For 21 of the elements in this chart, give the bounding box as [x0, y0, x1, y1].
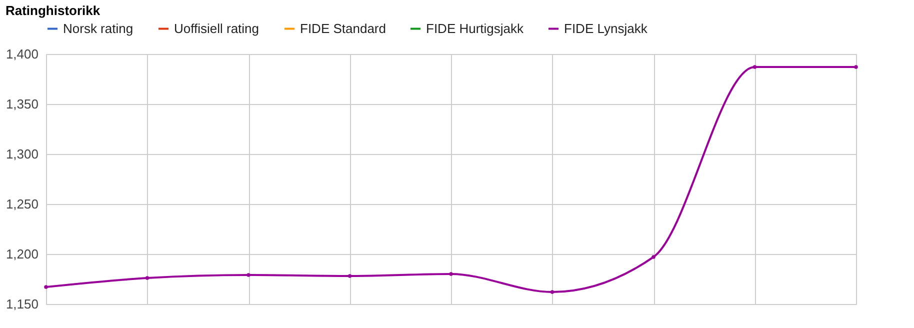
- point: [652, 255, 656, 259]
- y-tick-label: 1,250: [6, 196, 38, 212]
- point: [246, 273, 250, 277]
- point: [348, 274, 352, 278]
- legend-label: FIDE Lynsjakk: [564, 20, 648, 36]
- legend-label: FIDE Hurtigsjakk: [426, 20, 524, 36]
- point: [449, 272, 453, 276]
- y-tick-label: 1,300: [6, 146, 38, 162]
- y-tick-label: 1,350: [6, 96, 38, 112]
- legend-label: FIDE Standard: [300, 20, 386, 36]
- legend-label: Uoffisiell rating: [174, 20, 260, 36]
- point: [145, 276, 150, 280]
- y-tick-label: 1,200: [6, 246, 38, 262]
- y-tick-label: 1,400: [6, 46, 38, 62]
- point: [44, 285, 48, 289]
- legend-label: Norsk rating: [63, 20, 134, 36]
- chart-title: Ratinghistorikk: [5, 3, 101, 18]
- point: [854, 65, 858, 69]
- point: [550, 290, 554, 294]
- point: [752, 65, 757, 69]
- y-tick-label: 1,150: [6, 296, 38, 312]
